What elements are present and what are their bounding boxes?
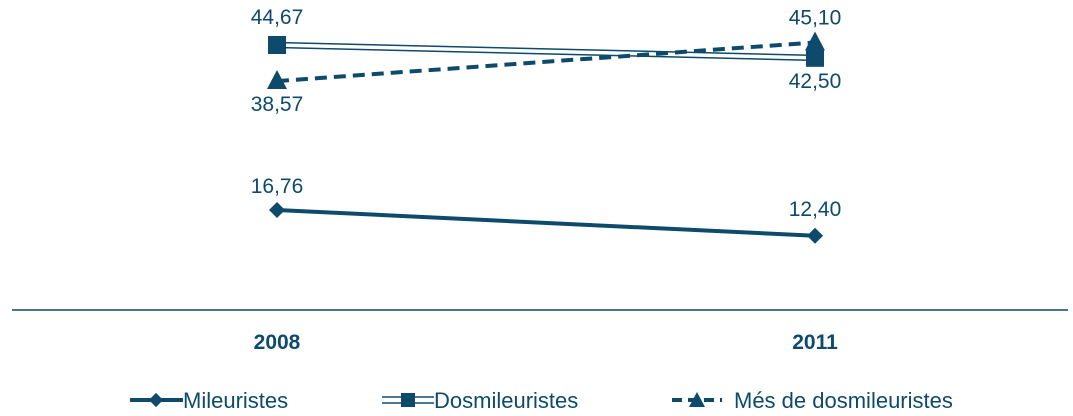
x-tick-label-2011: 2011: [792, 331, 838, 354]
data-label-m-s-de-dosmileuristes-2011: 45,10: [789, 6, 842, 29]
data-point-m-s-de-dosmileuristes-2008: [267, 70, 287, 90]
data-label-mileuristes-2008: 16,76: [251, 175, 304, 198]
plot-area: 16,76 12,40 44,67 42,50 38,57 45,10: [251, 6, 842, 244]
data-label-mileuristes-2011: 12,40: [789, 198, 842, 221]
legend-label-dosmileuristes: Dosmileuristes: [434, 388, 578, 413]
legend-label-mileuristes: Mileuristes: [183, 388, 288, 413]
series-line-m-s-de-dosmileuristes: [276, 40, 816, 84]
series-line-dosmileuristes-b: [276, 46, 816, 62]
data-point-m-s-de-dosmileuristes-2011: [805, 31, 825, 51]
data-point-mileuristes-2011: [807, 227, 823, 244]
series-line-dosmileuristes-a: [276, 41, 816, 57]
data-point-dosmileuristes-2008: [268, 36, 286, 54]
legend-item-mes-de-dosmileuristes[interactable]: Més de dosmileuristes: [672, 388, 953, 413]
square-marker-icon: [401, 393, 415, 407]
data-point-dosmileuristes-2011: [806, 48, 824, 67]
legend: Mileuristes Dosmileuristes Més de dosmil…: [130, 388, 953, 413]
diamond-marker-icon: [148, 392, 164, 408]
triangle-marker-icon: [689, 392, 705, 407]
series-line-mileuristes: [276, 208, 816, 238]
data-label-dosmileuristes-2008: 44,67: [251, 6, 304, 29]
legend-item-mileuristes[interactable]: Mileuristes: [130, 388, 288, 413]
data-point-mileuristes-2008: [269, 202, 285, 218]
legend-label-mes-de-dosmileuristes: Més de dosmileuristes: [734, 388, 953, 413]
data-label-dosmileuristes-2011: 42,50: [789, 70, 842, 93]
data-label-m-s-de-dosmileuristes-2008: 38,57: [251, 93, 304, 116]
x-tick-label-2008: 2008: [254, 331, 301, 354]
legend-item-dosmileuristes[interactable]: Dosmileuristes: [382, 388, 578, 413]
